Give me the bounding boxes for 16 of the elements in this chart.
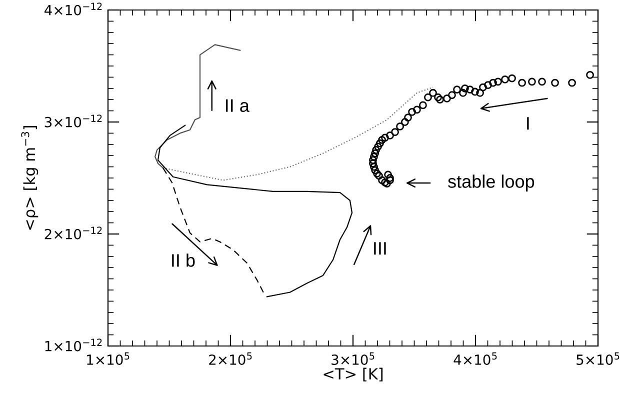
y-tick-label: 3×10$^{−12}$: [44, 114, 102, 128]
y-axis-title: <ρ> [kg m$^{−3}$]: [21, 126, 38, 230]
annotation: II b: [172, 254, 195, 267]
x-tick-label: 4×10$^{5}$: [454, 352, 497, 365]
y-tick-label: 1×10$^{−12}$: [45, 338, 102, 352]
annotation: III: [374, 242, 386, 255]
x-tick-label: 5×10$^{5}$: [576, 352, 620, 365]
x-tick-label: 2×10$^{5}$: [209, 352, 252, 365]
annotation: II a: [226, 99, 250, 112]
x-tick-label: 3×10$^{5}$: [332, 352, 374, 365]
x-axis-title: <T> [K]: [324, 368, 383, 382]
annotation: stable loop: [448, 174, 534, 192]
y-tick-label: 4×10$^{−12}$: [44, 2, 102, 16]
x-tick-label: 1×10$^{5}$: [87, 352, 130, 365]
y-tick-label: 2×10$^{−12}$: [44, 226, 102, 240]
annotation: I: [527, 117, 529, 130]
